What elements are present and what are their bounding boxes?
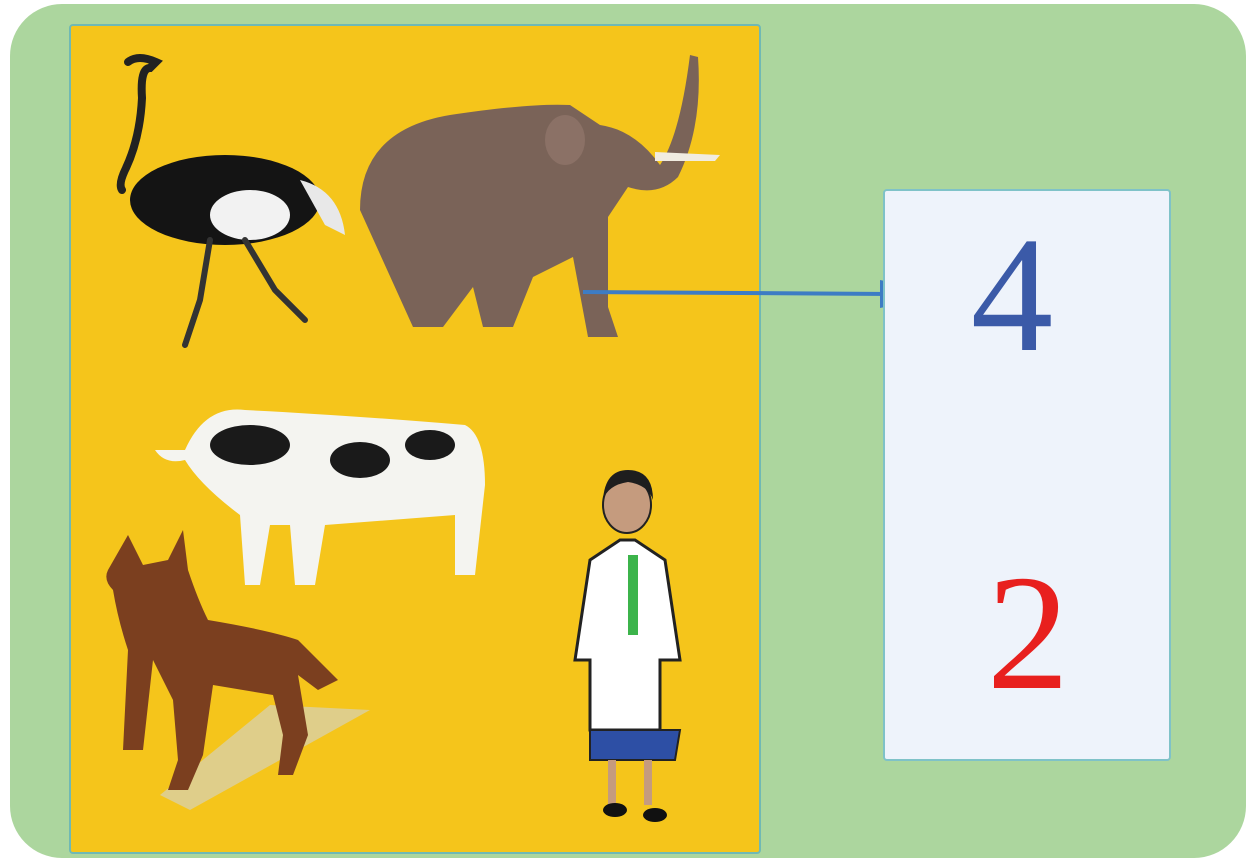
top-number: 4 — [971, 203, 1054, 386]
arrow-line — [582, 290, 891, 296]
bottom-number: 2 — [987, 541, 1070, 724]
doctor — [573, 470, 682, 822]
number-card — [883, 189, 1171, 761]
elephant — [360, 55, 720, 337]
dog — [106, 530, 370, 810]
cow — [155, 409, 485, 585]
ostrich — [116, 54, 345, 348]
